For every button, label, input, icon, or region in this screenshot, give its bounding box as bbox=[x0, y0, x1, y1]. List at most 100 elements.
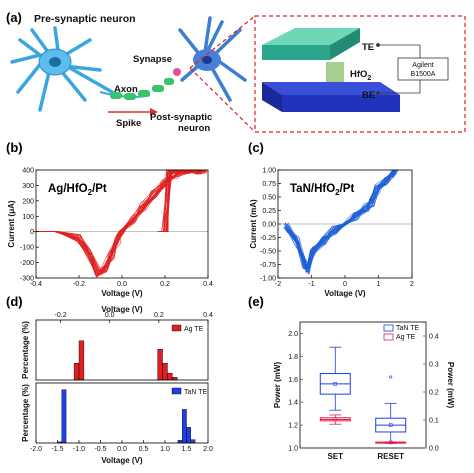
x-tick-label: 0 bbox=[343, 281, 347, 288]
y-axis-label: Current (mA) bbox=[249, 199, 258, 249]
x-tick-label-bottom: -1.0 bbox=[73, 446, 85, 453]
panel-label-e: (e) bbox=[248, 294, 264, 309]
panel-b: (b) -0.4 -0.2 0.0 0.2 0.4 -300 -200 -100 0 100 200… bbox=[6, 140, 213, 298]
legend-label-1: TaN TE bbox=[184, 389, 208, 396]
legend-swatch-1 bbox=[171, 387, 182, 395]
y-tick-label: -0.75 bbox=[260, 262, 276, 269]
iv-trace-0-28 bbox=[287, 171, 398, 271]
legend-swatch-0 bbox=[383, 324, 394, 332]
y-tick-label: 0 bbox=[30, 229, 34, 236]
x-tick-label: -2 bbox=[275, 281, 281, 288]
x-tick-label: 0.0 bbox=[117, 281, 127, 288]
y-tick-label: 0.00 bbox=[262, 222, 276, 229]
histogram-bar-1 bbox=[61, 389, 67, 444]
x-tick-label: -0.2 bbox=[73, 281, 85, 288]
x-tick-label-bottom: 1.5 bbox=[182, 446, 192, 453]
panel-label-d: (d) bbox=[6, 294, 23, 309]
y-tick-label-right: 0.0 bbox=[429, 446, 439, 453]
synapse-label: Synapse bbox=[133, 54, 172, 65]
y-tick-label: -0.50 bbox=[260, 249, 276, 256]
postsynaptic-label-2: neuron bbox=[178, 123, 210, 134]
x-tick-label-bottom: 0.5 bbox=[139, 446, 149, 453]
axon bbox=[99, 78, 174, 100]
x-tick-label-bottom: 1.0 bbox=[160, 446, 170, 453]
legend-swatch-0 bbox=[171, 324, 182, 332]
y-tick-label-left: 1.4 bbox=[288, 400, 298, 407]
x-tick-label-top: 0.4 bbox=[203, 312, 213, 319]
histogram-bar-0 bbox=[157, 349, 163, 381]
x-tick-label-bottom: -2.0 bbox=[30, 446, 42, 453]
chart-c: -2 -1 0 1 2 -1.00 -0.75 -0.50 -0.25 0.00 0.25 0.50 0… bbox=[249, 168, 414, 299]
te-label: TE bbox=[362, 42, 374, 53]
y-tick-label-left: 2.0 bbox=[288, 331, 298, 338]
y-tick-label-left: 1.2 bbox=[288, 423, 298, 430]
iv-trace-0-29 bbox=[286, 169, 394, 267]
x-axis-label: Voltage (V) bbox=[101, 456, 143, 465]
y-tick-label-right: 0.1 bbox=[429, 418, 439, 425]
category-label: SET bbox=[327, 452, 343, 461]
box-mean bbox=[333, 417, 338, 422]
panel-a: (a) Pre-synaptic neuron Axon Spike bbox=[6, 10, 466, 134]
x-tick-label: 2 bbox=[410, 281, 414, 288]
postsynaptic-neuron bbox=[173, 16, 247, 102]
y-tick-label: 400 bbox=[22, 168, 34, 175]
y-axis-label-1: Percentage (%) bbox=[21, 384, 30, 442]
presynaptic-label: Pre-synaptic neuron bbox=[34, 13, 136, 25]
iv-trace-1-24 bbox=[160, 169, 205, 232]
box-mean bbox=[388, 440, 393, 445]
x-tick-label-bottom: 0.0 bbox=[117, 446, 127, 453]
oxide-label: HfO2 bbox=[350, 69, 371, 82]
iv-trace-0-23 bbox=[33, 169, 204, 277]
y-axis-label: Current (μA) bbox=[7, 200, 16, 247]
y-tick-label: 0.75 bbox=[262, 181, 276, 188]
y-tick-label: -100 bbox=[20, 245, 34, 252]
y-axis-label-0: Percentage (%) bbox=[21, 321, 30, 379]
legend-label-1: Ag TE bbox=[396, 334, 416, 341]
histogram-frame-0 bbox=[35, 319, 209, 381]
y-tick-label-left: 1.6 bbox=[288, 377, 298, 384]
device-stack bbox=[262, 28, 400, 112]
box-mean bbox=[388, 423, 393, 427]
y-tick-label: 300 bbox=[22, 183, 34, 190]
x-tick-label: 1 bbox=[377, 281, 381, 288]
panel-e: (e) 1.0 1.2 1.4 1.6 1.8 2.0 0.0 0.1 0.2 0.3 0.4 SET… bbox=[248, 294, 455, 461]
y-tick-label: 1.00 bbox=[262, 168, 276, 175]
histogram-bar-0 bbox=[172, 377, 178, 381]
spike-label: Spike bbox=[116, 118, 141, 129]
x-tick-label: -0.4 bbox=[30, 281, 42, 288]
presynaptic-neuron bbox=[10, 26, 114, 112]
x-tick-label: 0.4 bbox=[203, 281, 213, 288]
legend-label-0: TaN TE bbox=[396, 325, 420, 332]
iv-trace-0-26 bbox=[284, 169, 399, 270]
x-tick-label: 0.2 bbox=[160, 281, 170, 288]
iv-trace-0-25 bbox=[38, 169, 202, 278]
y-tick-label-right: 0.4 bbox=[429, 334, 439, 341]
y-axis-label-right: Power (mW) bbox=[446, 362, 455, 409]
y-tick-label-right: 0.3 bbox=[429, 362, 439, 369]
postsynaptic-label-1: Post-synaptic bbox=[150, 112, 212, 123]
x-tick-label-top: 0.2 bbox=[154, 312, 164, 319]
chart-e: 1.0 1.2 1.4 1.6 1.8 2.0 0.0 0.1 0.2 0.3 0.4 SET RESE… bbox=[273, 321, 455, 461]
x-tick-label: -1 bbox=[308, 281, 314, 288]
y-tick-label: -0.25 bbox=[260, 235, 276, 242]
histogram-bar-0 bbox=[78, 340, 85, 381]
chart-b: -0.4 -0.2 0.0 0.2 0.4 -300 -200 -100 0 100 200 300 4… bbox=[7, 168, 213, 299]
histogram-bar-1 bbox=[186, 427, 192, 444]
plot-frame bbox=[299, 321, 427, 449]
panel-label-a: (a) bbox=[6, 10, 22, 25]
y-tick-label: 0.50 bbox=[262, 195, 276, 202]
y-tick-label: -200 bbox=[20, 260, 34, 267]
y-tick-label: -300 bbox=[20, 276, 34, 283]
legend-label-0: Ag TE bbox=[184, 326, 204, 333]
panel-c: (c) -2 -1 0 1 2 -1.00 -0.75 -0.50 -0.25 0.00 0.25 0… bbox=[248, 140, 414, 298]
chart-title: Ag/HfO2/Pt bbox=[48, 183, 107, 197]
x-axis-label-top: Voltage (V) bbox=[101, 305, 143, 314]
y-axis-label-left: Power (mW) bbox=[273, 362, 282, 409]
outlier-point bbox=[389, 375, 393, 379]
be-label: BE bbox=[362, 90, 375, 101]
x-tick-label-top: -0.2 bbox=[55, 312, 67, 319]
y-tick-label: -1.00 bbox=[260, 276, 276, 283]
